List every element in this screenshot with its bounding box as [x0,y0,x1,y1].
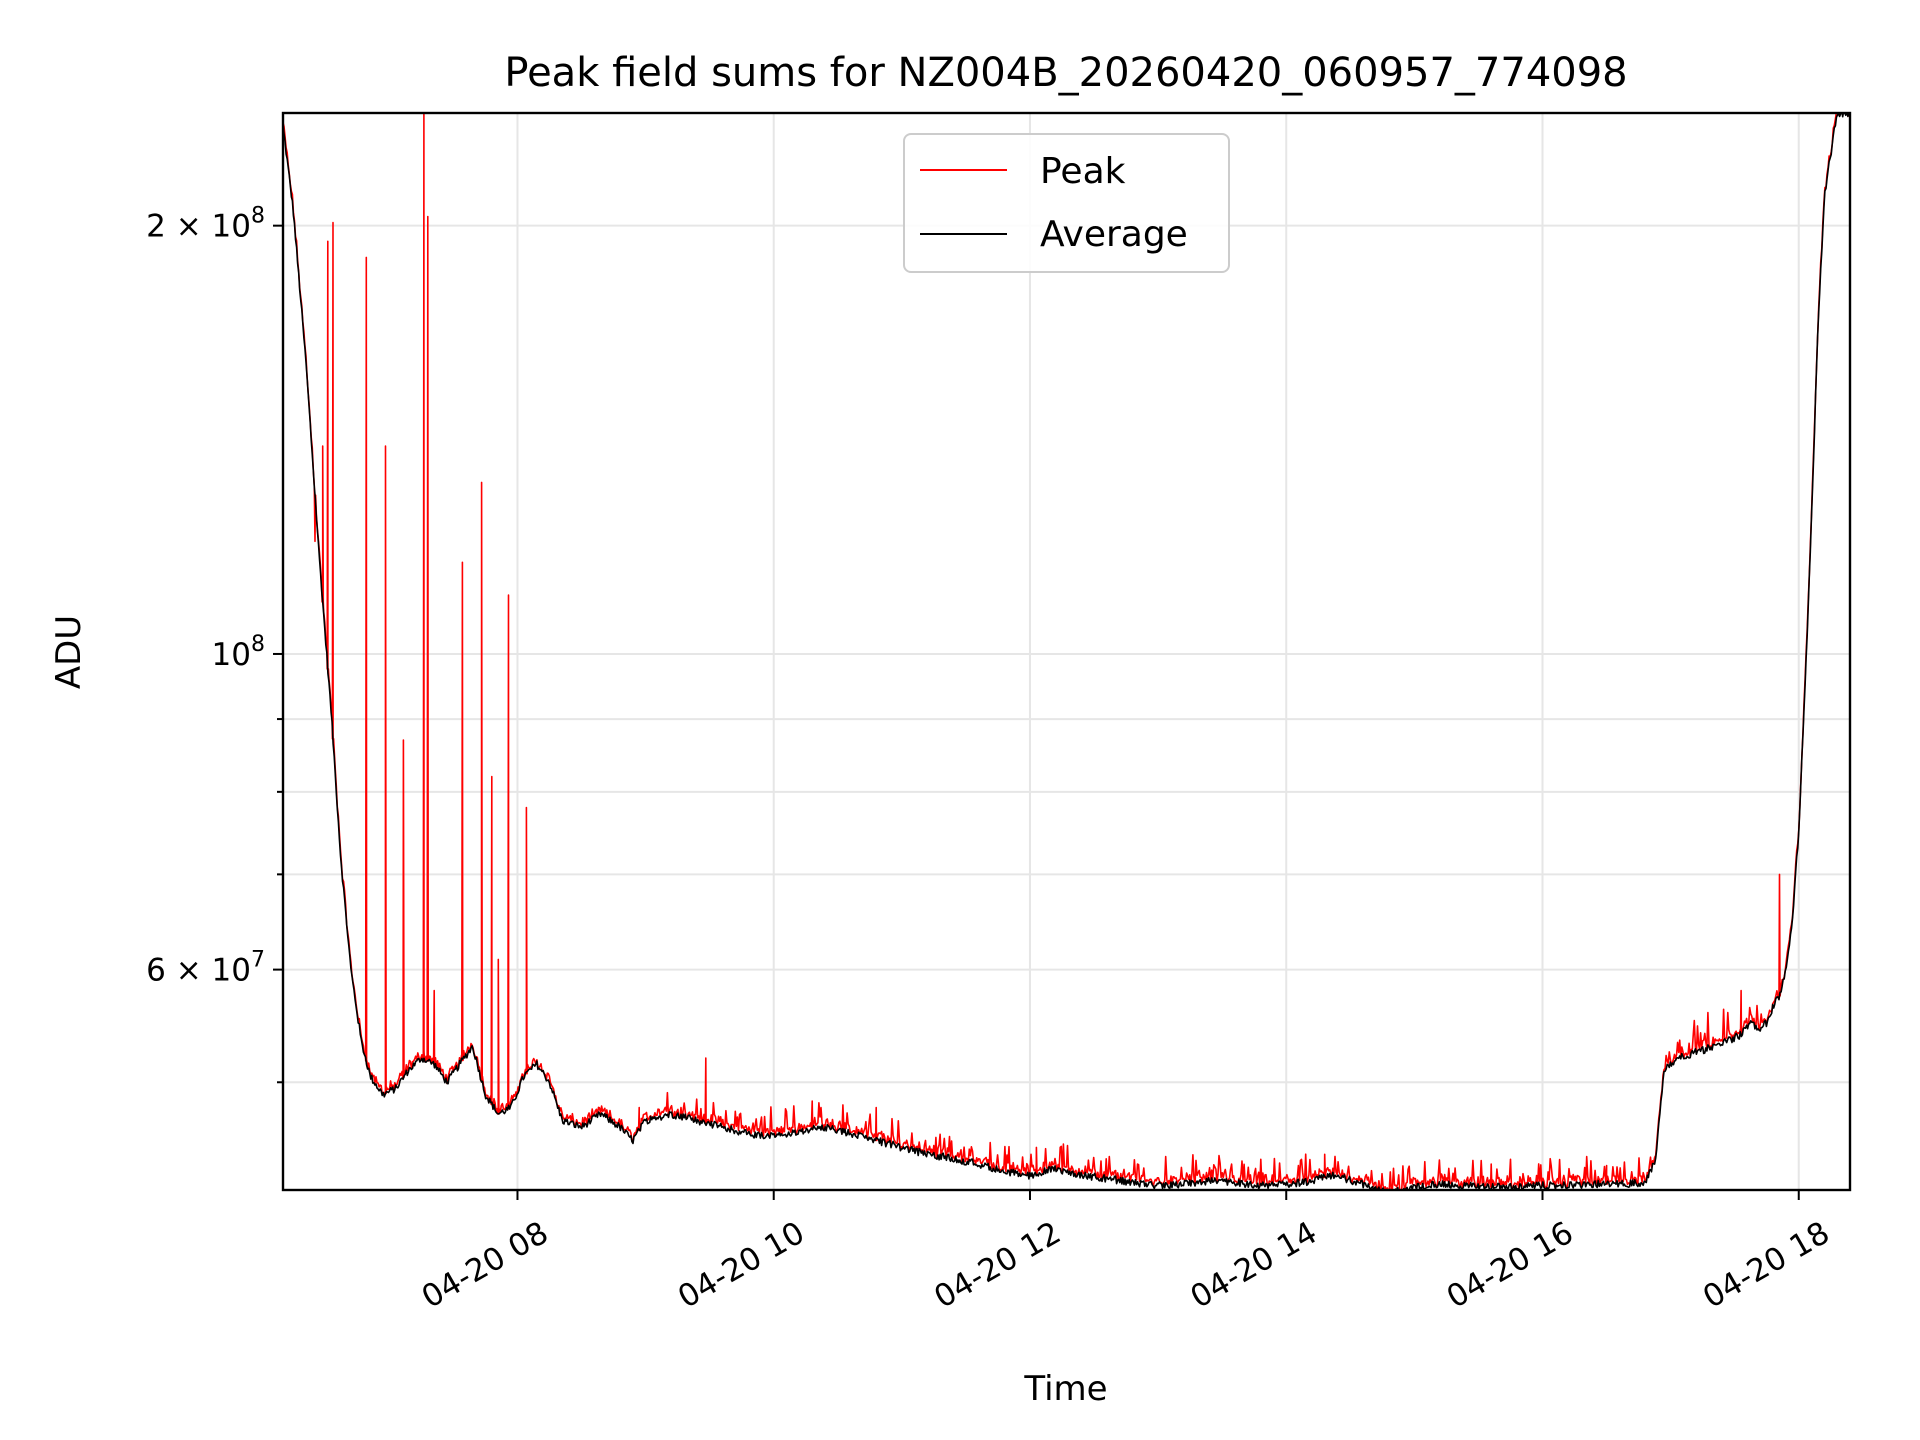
y-tick-label: 6 × 107 [146,948,265,989]
y-tick-label: 2 × 108 [146,204,265,245]
y-tick-label: 108 [212,632,265,673]
series-line-average [283,113,1850,1190]
grid [283,113,1850,1190]
plot-area [283,113,1850,1190]
chart-title: Peak field sums for NZ004B_20260420_0609… [504,50,1627,96]
y-axis-label: ADU [49,615,89,689]
legend-label-average: Average [1040,214,1188,255]
series-line-peak [283,113,1850,1190]
legend-label-peak: Peak [1040,151,1126,192]
legend: Peak Average [903,133,1230,273]
plot-frame [281,111,1852,1192]
x-axis-label: Time [1023,1369,1107,1409]
legend-box [903,133,1230,273]
